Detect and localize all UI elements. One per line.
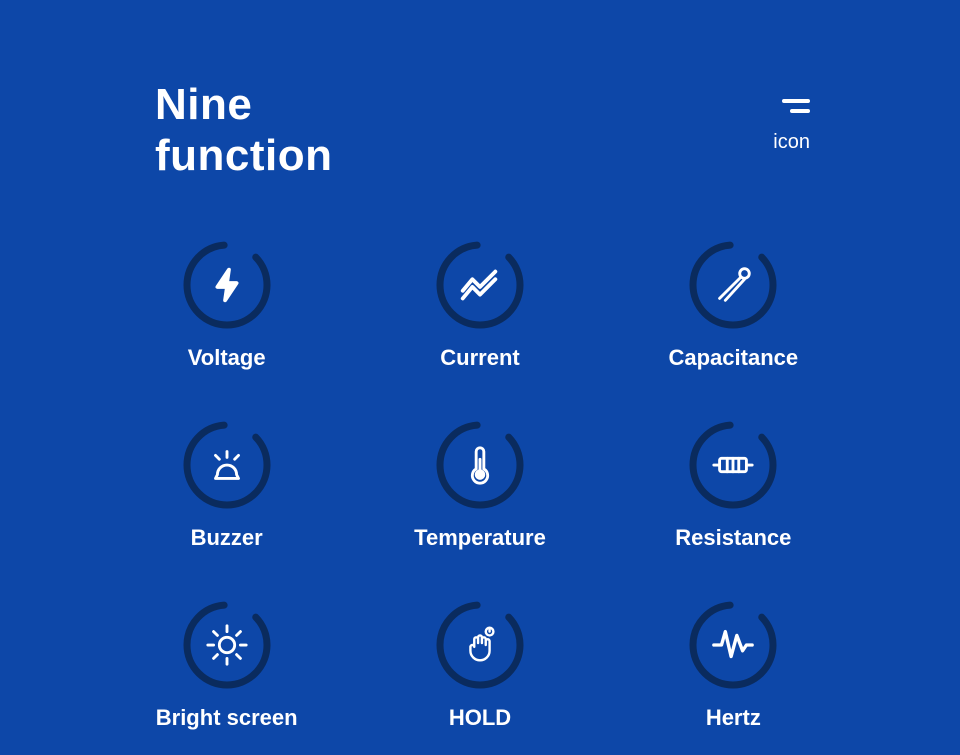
function-grid: Voltage Current: [0, 181, 960, 731]
item-hold: HOLD: [373, 601, 586, 731]
ring-temperature: [436, 421, 524, 509]
brightness-icon: [183, 601, 271, 689]
resistance-icon: [689, 421, 777, 509]
label-capacitance: Capacitance: [669, 345, 799, 371]
page-title: Nine function: [155, 80, 333, 181]
label-buzzer: Buzzer: [191, 525, 263, 551]
ring-current: [436, 241, 524, 329]
item-resistance: Resistance: [627, 421, 840, 551]
ring-capacitance: [689, 241, 777, 329]
menu-label: icon: [773, 131, 810, 154]
voltage-icon: [183, 241, 271, 329]
temperature-icon: [436, 421, 524, 509]
buzzer-icon: [183, 421, 271, 509]
current-icon: [436, 241, 524, 329]
label-hold: HOLD: [449, 705, 511, 731]
item-hertz: Hertz: [627, 601, 840, 731]
hold-icon: [436, 601, 524, 689]
ring-brightscreen: [183, 601, 271, 689]
ring-resistance: [689, 421, 777, 509]
capacitance-icon: [689, 241, 777, 329]
item-brightscreen: Bright screen: [120, 601, 333, 731]
item-temperature: Temperature: [373, 421, 586, 551]
item-voltage: Voltage: [120, 241, 333, 371]
menu-area: icon: [773, 80, 810, 154]
label-hertz: Hertz: [706, 705, 761, 731]
item-buzzer: Buzzer: [120, 421, 333, 551]
hertz-icon: [689, 601, 777, 689]
header: Nine function icon: [0, 0, 960, 181]
label-current: Current: [440, 345, 519, 371]
ring-hertz: [689, 601, 777, 689]
menu-icon[interactable]: [782, 99, 810, 113]
label-voltage: Voltage: [188, 345, 266, 371]
item-current: Current: [373, 241, 586, 371]
label-temperature: Temperature: [414, 525, 546, 551]
ring-hold: [436, 601, 524, 689]
title-line2: function: [155, 131, 333, 182]
label-brightscreen: Bright screen: [156, 705, 298, 731]
ring-voltage: [183, 241, 271, 329]
item-capacitance: Capacitance: [627, 241, 840, 371]
label-resistance: Resistance: [675, 525, 791, 551]
title-line1: Nine: [155, 80, 333, 131]
ring-buzzer: [183, 421, 271, 509]
